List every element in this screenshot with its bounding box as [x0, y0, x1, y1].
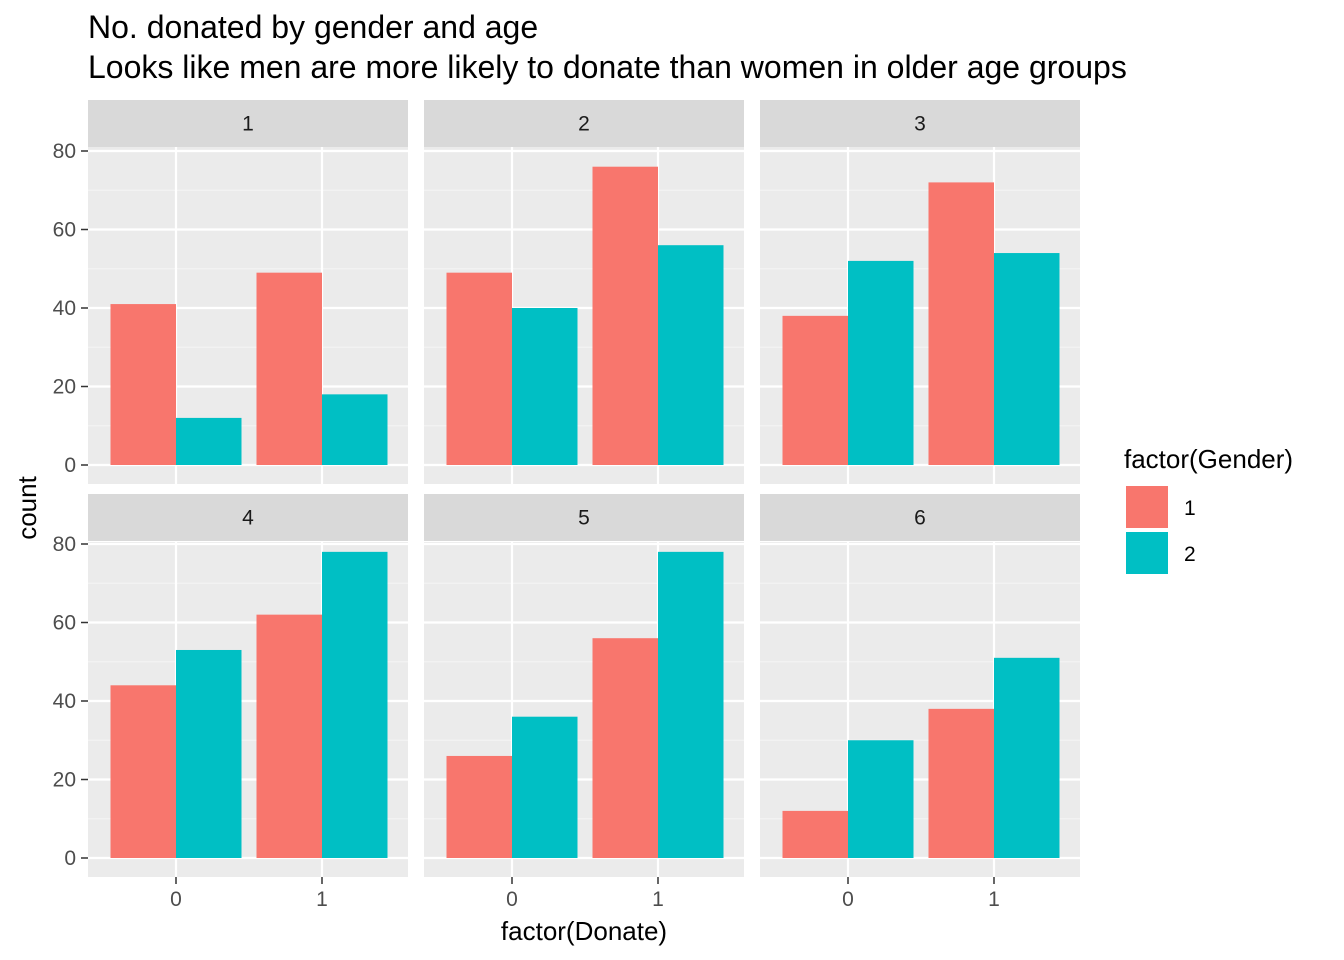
legend: factor(Gender) 1 2 — [1124, 444, 1293, 574]
bar-3-1-gender-2 — [994, 253, 1060, 465]
facet-strip-label: 6 — [914, 507, 926, 530]
y-axis-title: count — [12, 475, 42, 539]
y-tick-label: 20 — [53, 769, 76, 792]
bar-4-0-gender-2 — [176, 649, 242, 858]
y-tick-label: 60 — [53, 612, 76, 635]
facet-strip-label: 3 — [914, 113, 926, 136]
x-tick-label: 1 — [316, 888, 328, 911]
facet-strip — [424, 100, 744, 147]
y-tick-label: 40 — [53, 690, 76, 713]
y-tick-label: 40 — [53, 297, 76, 320]
bar-5-1-gender-2 — [658, 551, 724, 858]
bar-5-0-gender-2 — [512, 716, 578, 858]
bar-1-1-gender-2 — [322, 394, 388, 465]
y-tick-label: 0 — [64, 454, 76, 477]
facet-strip-label: 5 — [578, 507, 590, 530]
bar-2-1-gender-2 — [658, 245, 724, 465]
x-tick-label: 1 — [652, 888, 664, 911]
legend-key-1 — [1126, 486, 1168, 528]
facet-strip — [88, 100, 408, 147]
bar-5-1-gender-1 — [592, 638, 658, 858]
legend-label-2: 2 — [1184, 543, 1196, 566]
bar-1-0-gender-2 — [176, 417, 242, 465]
bar-5-0-gender-1 — [446, 755, 512, 858]
facet-strip-label: 1 — [242, 113, 254, 136]
y-tick-label: 20 — [53, 376, 76, 399]
x-axis-title: factor(Donate) — [501, 916, 667, 946]
facet-strip-label: 2 — [578, 113, 590, 136]
facet-strip — [760, 494, 1080, 541]
bar-4-1-gender-1 — [256, 614, 322, 858]
bar-6-1-gender-2 — [994, 657, 1060, 858]
legend-title: factor(Gender) — [1124, 444, 1293, 474]
bar-2-0-gender-2 — [512, 308, 578, 465]
x-tick-label: 0 — [506, 888, 518, 911]
x-tick-label: 1 — [988, 888, 1000, 911]
facet-strip-label: 4 — [242, 507, 254, 530]
chart-subtitle: Looks like men are more likely to donate… — [88, 49, 1127, 85]
bar-6-0-gender-2 — [848, 740, 914, 858]
chart-title: No. donated by gender and age — [88, 9, 538, 45]
x-tick-label: 0 — [842, 888, 854, 911]
bar-3-0-gender-1 — [782, 315, 848, 465]
y-tick-label: 0 — [64, 847, 76, 870]
y-tick-label: 80 — [53, 140, 76, 163]
bar-4-1-gender-2 — [322, 551, 388, 858]
legend-label-1: 1 — [1184, 497, 1196, 520]
bar-1-0-gender-1 — [110, 304, 176, 465]
facet-strip — [424, 494, 744, 541]
bar-3-1-gender-1 — [928, 182, 994, 465]
y-tick-label: 80 — [53, 533, 76, 556]
bar-6-0-gender-1 — [782, 810, 848, 858]
x-tick-label: 0 — [170, 888, 182, 911]
bar-2-1-gender-1 — [592, 166, 658, 465]
bar-3-0-gender-2 — [848, 260, 914, 465]
y-tick-label: 60 — [53, 219, 76, 242]
bar-6-1-gender-1 — [928, 708, 994, 858]
facet-strip — [88, 494, 408, 541]
bar-4-0-gender-1 — [110, 685, 176, 858]
bar-1-1-gender-1 — [256, 272, 322, 465]
facet-strip — [760, 100, 1080, 147]
bar-2-0-gender-1 — [446, 272, 512, 465]
legend-key-2 — [1126, 532, 1168, 574]
